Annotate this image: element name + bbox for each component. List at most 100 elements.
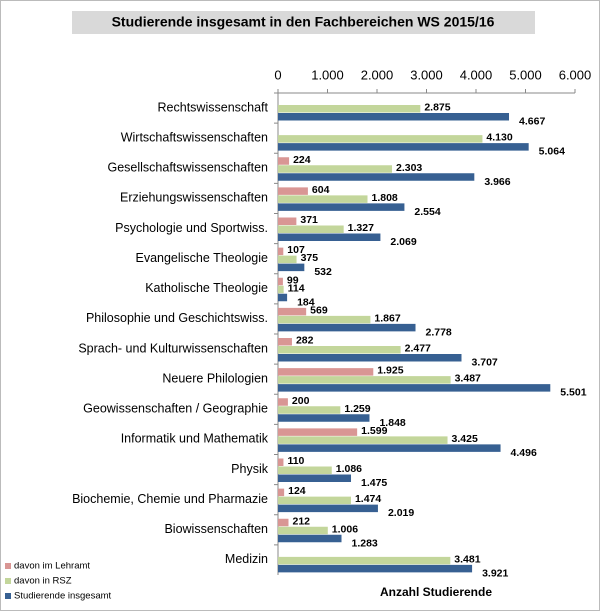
bar [278,135,483,143]
bar [278,398,288,406]
bar [278,474,352,482]
bar [278,203,405,211]
x-tick-label: 0 [274,67,281,82]
value-label: 110 [287,455,304,467]
legend-label: davon im Lehramt [14,561,90,572]
bar [278,277,283,286]
bar [278,376,451,384]
x-tick-label: 3.000 [410,67,443,82]
y-tick-label: Wirtschaftswissenschaften [121,130,268,144]
value-label: 2.019 [388,507,414,519]
bar [278,384,551,392]
value-label: 2.477 [405,343,431,355]
y-tick-label: Katholische Theologie [145,281,268,295]
value-label: 1.283 [352,537,378,549]
y-tick-label: Evangelische Theologie [135,251,268,265]
bar [278,406,341,414]
value-label: 1.867 [374,312,400,324]
y-tick-label: Geowissenschaften / Geographie [83,402,268,416]
bar [278,217,297,225]
value-label: 2.069 [390,236,416,248]
y-tick-label: Erziehungswissenschaften [120,191,268,205]
value-label: 4.496 [511,447,537,459]
value-label: 212 [292,515,310,527]
value-label: 1.259 [344,403,370,415]
value-label: 3.707 [471,357,497,369]
title-box [72,11,535,34]
value-label: 1.808 [371,192,397,204]
bar [278,187,308,195]
value-label: 1.848 [379,417,405,429]
bar [278,247,284,256]
value-label: 4.667 [519,116,545,128]
value-label: 1.475 [361,477,387,489]
value-label: 2.554 [414,206,440,218]
value-label: 1.327 [348,222,374,234]
bar [278,466,332,474]
bar [278,255,297,264]
bar [278,225,344,233]
bar [278,534,342,543]
value-label: 107 [287,244,305,256]
value-label: 3.487 [455,373,481,385]
legend-label: davon in RSZ [14,576,72,587]
legend-swatch [5,563,11,569]
bar [278,414,370,422]
x-tick-label: 1.000 [311,67,344,82]
value-label: 184 [297,296,315,308]
bar [278,113,510,121]
y-tick-label: Neuere Philologien [162,371,268,385]
bar [278,354,462,362]
bar [278,338,292,346]
x-tick-label: 5.000 [509,67,542,82]
bar [278,436,448,444]
legend-swatch [5,578,11,584]
value-label: 3.425 [452,433,478,445]
value-label: 5.501 [560,387,586,399]
y-tick-label: Biowissenschaften [164,522,268,536]
legend-label: Studierende insgesamt [14,591,112,602]
value-label: 4.130 [486,132,512,144]
bar [278,504,378,513]
value-label: 569 [310,304,328,316]
value-label: 3.921 [482,567,508,579]
value-label: 124 [288,485,306,497]
bar [278,458,284,466]
bar [278,105,421,113]
bar [278,195,368,203]
bar [278,293,288,302]
value-label: 3.481 [454,553,480,565]
value-label: 375 [301,252,319,264]
value-label: 532 [314,266,332,278]
bar [278,564,473,573]
bar [278,173,475,181]
y-tick-label: Medizin [225,552,268,566]
bar [278,556,451,565]
bar [278,233,381,241]
value-label: 1.599 [361,425,387,437]
value-label: 5.064 [539,146,565,158]
x-axis-title: Anzahl Studierende [380,585,492,599]
bar [278,143,529,151]
value-label: 1.006 [332,523,358,535]
bar [278,323,416,332]
bar [278,444,501,452]
bar [278,428,358,436]
bar [278,157,290,165]
y-tick-label: Gesellschaftswissenschaften [108,161,269,175]
bar [278,263,305,272]
value-label: 2.303 [396,162,422,174]
value-label: 2.875 [424,102,450,114]
x-tick-label: 2.000 [361,67,394,82]
y-tick-label: Physik [231,462,269,476]
value-label: 1.086 [336,463,362,475]
chart-title: Studierende insgesamt in den Fachbereich… [112,14,495,30]
value-label: 3.966 [484,176,510,188]
value-label: 1.474 [355,493,381,505]
value-label: 224 [293,154,311,166]
bar [278,518,289,527]
legend-swatch [5,593,11,599]
y-tick-label: Biochemie, Chemie und Pharmazie [72,492,268,506]
value-label: 1.925 [377,365,403,377]
